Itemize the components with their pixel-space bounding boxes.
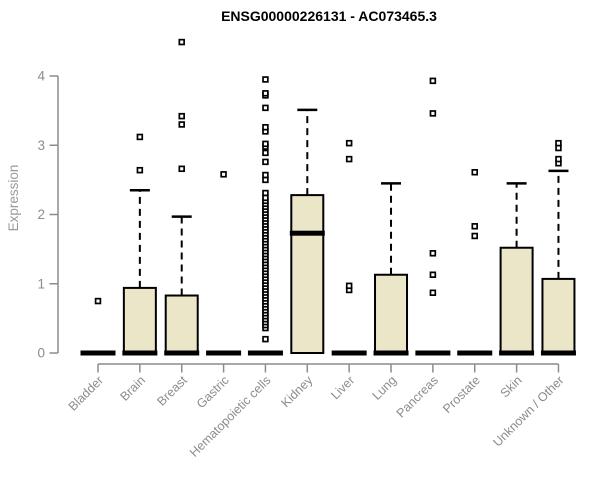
median-line xyxy=(415,350,451,356)
outlier-point xyxy=(178,121,185,128)
box-lung xyxy=(374,273,409,354)
box-skin xyxy=(499,246,534,355)
x-tick-label: Skin xyxy=(498,373,525,400)
outlier-point xyxy=(262,76,269,83)
outlier-point xyxy=(555,155,562,163)
y-tick-label: 0 xyxy=(37,346,45,361)
y-tick-label: 3 xyxy=(37,138,45,153)
y-tick-label: 1 xyxy=(37,276,45,291)
outlier-point xyxy=(471,223,478,230)
outlier-point xyxy=(429,250,437,257)
outlier-point xyxy=(262,149,269,157)
outlier-point xyxy=(136,133,144,141)
median-line xyxy=(331,350,367,356)
box-unknown-other xyxy=(541,277,576,354)
box-kidney xyxy=(290,194,325,354)
x-tick-label: Liver xyxy=(328,373,357,402)
outlier-point xyxy=(345,155,353,163)
chart-title: ENSG00000226131 - AC073465.3 xyxy=(221,8,437,24)
x-tick-label: Hematopoietic cells xyxy=(187,373,274,460)
outlier-point xyxy=(345,139,353,147)
outlier-point xyxy=(262,90,269,97)
outlier-point xyxy=(555,139,562,147)
x-tick-label: Lung xyxy=(370,373,400,403)
y-tick-label: 4 xyxy=(37,69,45,84)
median-line xyxy=(289,230,325,236)
outlier-point xyxy=(429,77,437,85)
median-line xyxy=(540,350,576,356)
box-breast xyxy=(164,294,199,354)
median-line xyxy=(122,350,158,356)
outlier-point xyxy=(136,166,144,174)
outlier-point xyxy=(262,171,269,179)
median-line xyxy=(499,350,535,356)
median-line xyxy=(457,350,493,356)
outlier-point xyxy=(262,140,269,148)
median-line xyxy=(373,350,409,356)
outlier-point xyxy=(262,104,269,112)
y-tick-label: 2 xyxy=(37,207,45,222)
outlier-point xyxy=(178,38,185,46)
outlier-point xyxy=(220,171,227,178)
outlier-point xyxy=(471,232,478,240)
x-tick-label: Prostate xyxy=(440,373,483,416)
x-tick-label: Bladder xyxy=(66,373,106,413)
x-tick-label: Pancreas xyxy=(394,373,441,420)
outlier-point xyxy=(345,282,353,290)
x-tick-label: Kidney xyxy=(278,373,315,410)
median-line xyxy=(247,350,283,356)
outlier-point xyxy=(262,194,269,202)
x-tick-label: Gastric xyxy=(194,373,232,411)
median-line xyxy=(164,350,200,356)
outlier-point xyxy=(429,110,437,117)
outlier-point xyxy=(262,123,269,131)
outlier-point xyxy=(429,289,437,297)
x-tick-label: Unknown / Other xyxy=(490,373,566,449)
outlier-point xyxy=(178,165,185,173)
outlier-point xyxy=(429,271,437,278)
outlier-point xyxy=(471,169,478,176)
x-tick-label: Breast xyxy=(154,373,190,409)
median-line xyxy=(206,350,242,356)
median-line xyxy=(80,350,116,356)
x-tick-label: Brain xyxy=(117,373,148,404)
box-brain xyxy=(122,286,157,354)
outlier-point xyxy=(262,335,269,343)
outlier-point xyxy=(94,297,102,305)
outlier-point xyxy=(262,158,269,166)
outlier-point xyxy=(178,112,185,120)
